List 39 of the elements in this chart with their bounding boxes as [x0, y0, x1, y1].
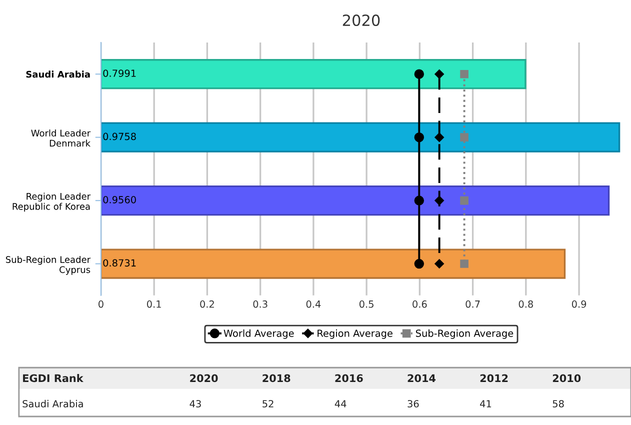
text: 2014: [408, 374, 436, 382]
x-tick-label: 0: [98, 300, 104, 308]
data-label: 0.9560: [103, 196, 136, 204]
x-tick-label: 0.6: [412, 300, 427, 308]
bar: [100, 122, 620, 152]
x-tick-label: 0.7: [466, 300, 480, 308]
data-label: 0.7991: [103, 70, 136, 77]
legend-label: Sub-Region Average: [416, 329, 514, 339]
x-tick-label: 0.1: [146, 300, 161, 308]
x-tick-label: 0.2: [200, 300, 214, 308]
text: 44: [334, 400, 346, 408]
text: EGDI Rank: [23, 374, 84, 382]
legend-label: World Average: [224, 329, 294, 339]
data-label: 0.8731: [103, 259, 136, 267]
y-tick-label: Region Leader Republic of Korea: [12, 192, 91, 212]
text: 2010: [552, 374, 581, 382]
y-tick-label: Sub-Region Leader Cyprus: [6, 256, 91, 275]
data-label: 0.9758: [103, 132, 136, 140]
bar: [100, 185, 610, 216]
y-tick-label: Saudi Arabia: [26, 70, 90, 78]
x-tick-label: 0.9: [572, 300, 586, 308]
x-tick-label: 0.4: [306, 300, 321, 308]
text: 52: [262, 400, 274, 408]
x-tick-label: 0.8: [518, 300, 533, 308]
text: 41: [480, 400, 492, 408]
text: 43: [190, 400, 201, 408]
text: 2020: [190, 374, 218, 382]
text: 58: [552, 400, 564, 408]
legend-label: Region Average: [318, 329, 392, 339]
bar: [100, 248, 566, 279]
text: 2016: [335, 374, 363, 382]
text: 2012: [480, 374, 508, 382]
bar: [100, 59, 526, 90]
y-tick-label: World Leader Denmark: [31, 130, 91, 147]
x-tick-label: 0.3: [253, 300, 268, 308]
x-tick-label: 0.5: [359, 300, 374, 308]
chart-title: 2020: [342, 14, 380, 26]
text: 36: [408, 400, 419, 408]
text: 2018: [262, 374, 290, 382]
